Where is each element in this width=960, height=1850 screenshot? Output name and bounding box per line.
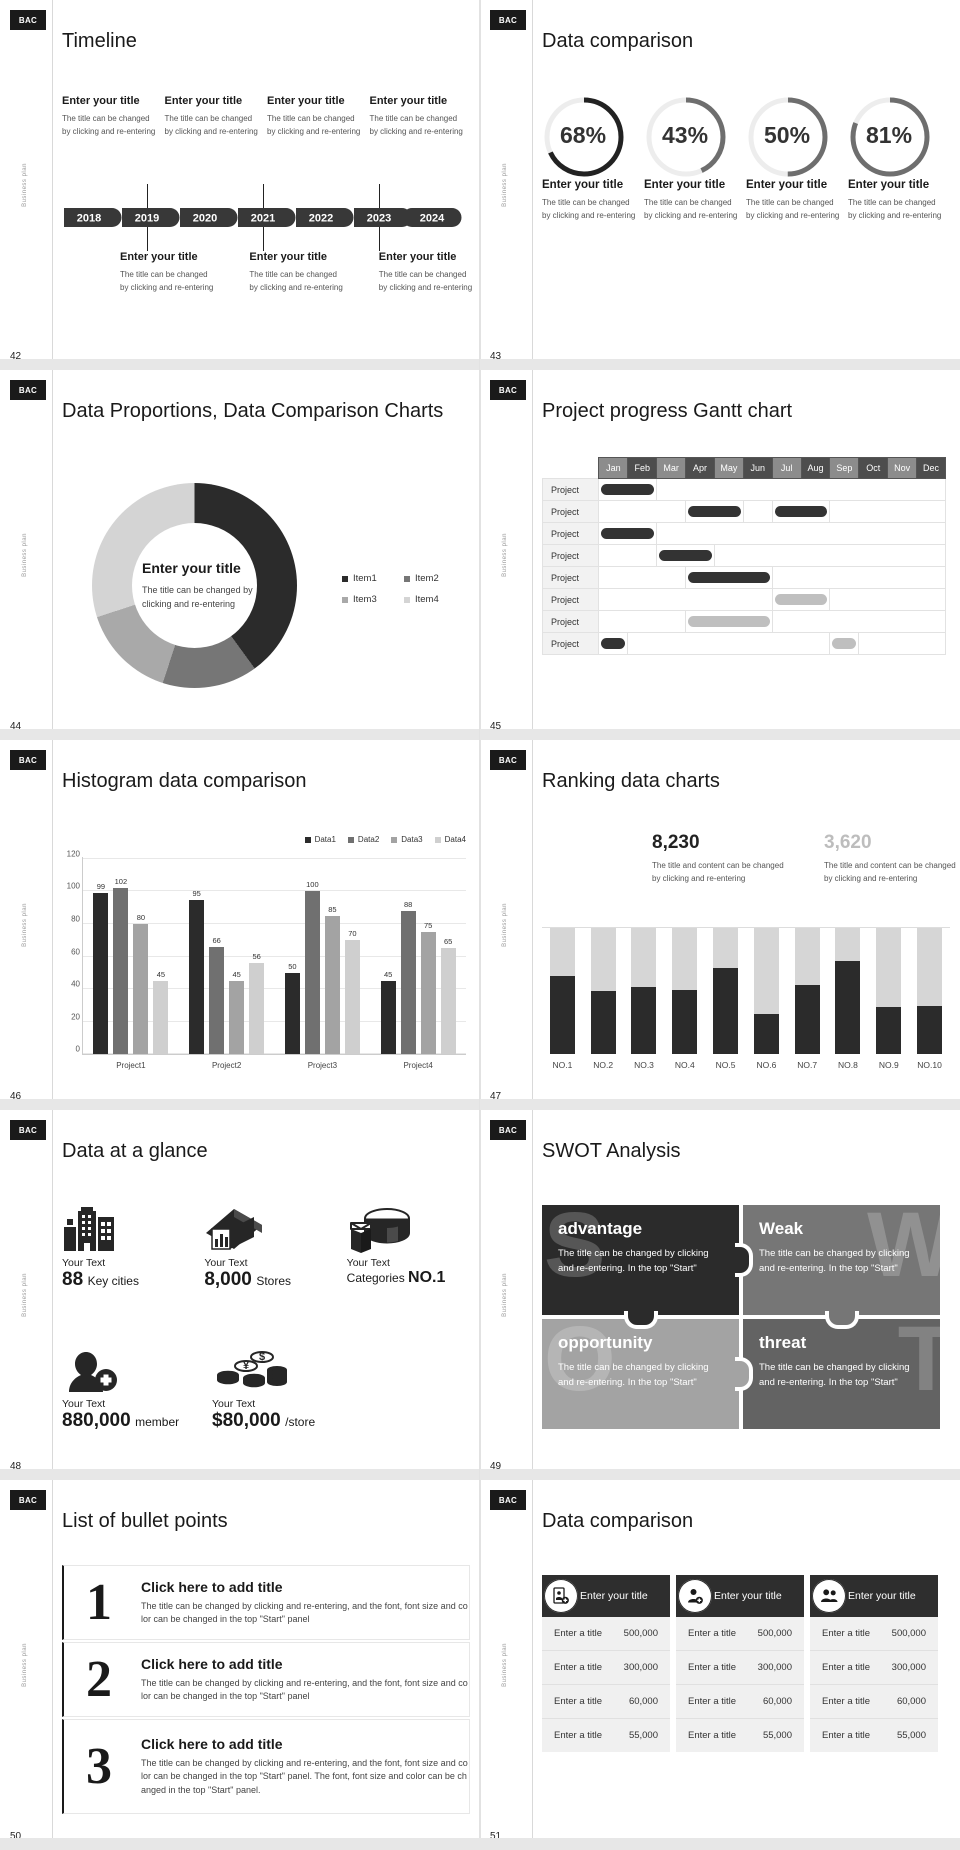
svg-text:$: $ (259, 1351, 265, 1363)
svg-text:2020: 2020 (193, 213, 217, 225)
svg-text:2022: 2022 (309, 213, 333, 225)
svg-text:2023: 2023 (367, 213, 391, 225)
svg-text:2021: 2021 (251, 213, 275, 225)
svg-text:2018: 2018 (77, 213, 101, 225)
svg-text:2024: 2024 (420, 213, 445, 225)
svg-text:2019: 2019 (135, 213, 159, 225)
svg-text:¥: ¥ (243, 1360, 250, 1372)
